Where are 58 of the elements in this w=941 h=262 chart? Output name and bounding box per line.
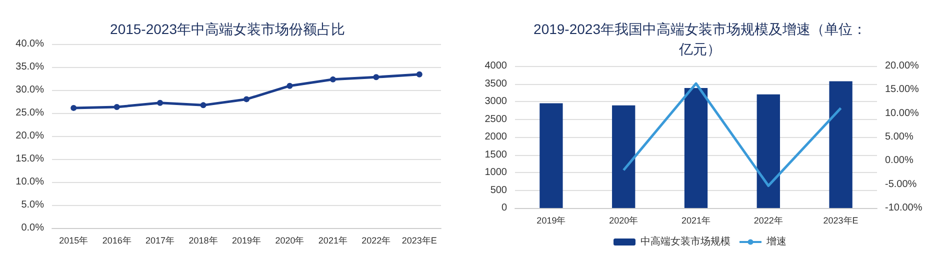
y-tick-label: 25.0%: [16, 108, 44, 118]
x-tick-label: 2022年: [362, 236, 391, 246]
y-tick-label: 1000: [484, 167, 508, 178]
x-tick-label: 2022年: [754, 216, 783, 226]
y2-tick-label: 10.00%: [885, 108, 920, 119]
point: [200, 102, 206, 108]
bar: [684, 88, 708, 208]
y-tick-label: 0: [501, 202, 508, 214]
y2-tick-label: 0.00%: [885, 155, 914, 166]
y-tick-label: 15.0%: [16, 154, 44, 164]
y-tick-label: 20.0%: [16, 130, 44, 142]
x-tick-label: 2023年E: [402, 236, 437, 246]
y-tick-label: 5.0%: [21, 200, 44, 210]
y2-tick-label: 20.00%: [885, 60, 920, 72]
point: [286, 82, 293, 89]
x-tick-label: 2021年: [681, 216, 711, 226]
x-tick-label: 2019年: [232, 236, 262, 246]
bar: [829, 81, 852, 208]
bar: [612, 105, 636, 208]
y-tick-label: 30.0%: [16, 84, 44, 96]
point: [416, 71, 422, 78]
x-tick-label: 2023年E: [823, 216, 858, 226]
chart-title: 2015-2023年中高端女装市场份额占比: [110, 21, 345, 37]
x-tick-label: 2021年: [318, 236, 348, 246]
line-series: [622, 82, 842, 188]
y2-tick-label: 15.00%: [885, 84, 920, 96]
x-tick-label: 2018年: [188, 236, 218, 246]
point: [373, 74, 380, 80]
point: [70, 104, 77, 111]
y-tick-label: 35.0%: [16, 62, 44, 72]
point: [157, 100, 164, 106]
y-tick-label: 2000: [484, 132, 508, 142]
legend-label: 中高端女装市场规模: [640, 236, 730, 248]
chart-title: 2019-2023年我国中高端女装市场规模及增速（单位：亿元）: [534, 21, 866, 57]
x-tick-label: 2017年: [146, 236, 175, 246]
y-tick-label: 1500: [484, 149, 508, 160]
y-tick-label: 500: [490, 184, 508, 196]
y-tick-label: 0.0%: [21, 222, 44, 234]
x-tick-label: 2016年: [102, 236, 132, 246]
y-tick-label: 10.0%: [16, 176, 44, 188]
x-tick-label: 2019年: [536, 216, 566, 226]
y-tick-label: 3000: [484, 96, 508, 107]
point: [114, 104, 120, 110]
y2-tick-label: -5.00%: [885, 178, 917, 190]
y2-tick-label: 5.00%: [885, 132, 914, 142]
y-tick-label: 4000: [484, 60, 508, 72]
x-tick-label: 2020年: [275, 236, 304, 246]
point: [244, 96, 250, 102]
y2-tick-label: -10.00%: [885, 202, 922, 214]
x-tick-label: 2015年: [59, 236, 88, 246]
y-tick-label: 40.0%: [16, 38, 44, 50]
bar: [756, 94, 780, 208]
y-tick-label: 2500: [484, 114, 508, 125]
point: [330, 76, 336, 82]
bar: [540, 103, 563, 208]
x-tick-label: 2020年: [609, 216, 638, 226]
legend-label: 增速: [766, 236, 786, 248]
y-tick-label: 3500: [484, 78, 508, 90]
